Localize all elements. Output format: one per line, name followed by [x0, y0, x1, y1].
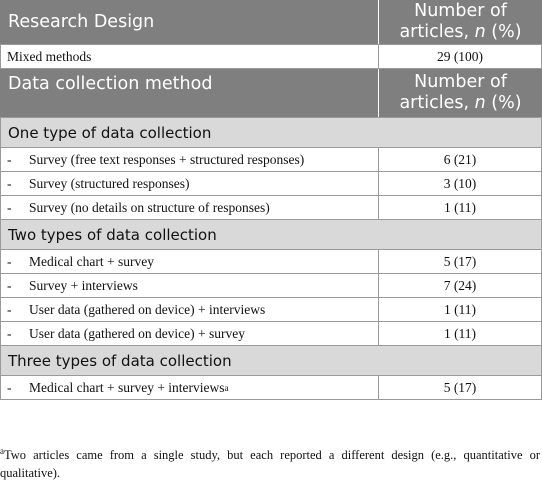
section-header: Two types of data collection	[0, 220, 542, 250]
footnote-text: Two articles came from a single study, b…	[0, 448, 540, 480]
footnote-marker: a	[0, 445, 4, 456]
row-value: 5 (17)	[379, 376, 542, 399]
header-count-1: Number of articles, n (%)	[379, 0, 542, 44]
row-dash: -	[7, 301, 12, 317]
row-dash: -	[7, 199, 12, 215]
row-dash: -	[7, 151, 12, 167]
section-header: One type of data collection	[0, 118, 542, 148]
row-value: 7 (24)	[379, 274, 542, 297]
header-research-design: Research Design	[0, 0, 379, 44]
section-title: Two types of data collection	[8, 225, 217, 244]
header-count-line1: Number of	[414, 1, 507, 21]
header-count-pct: (%)	[491, 93, 522, 113]
row-label-cell: - User data (gathered on device) + survey	[0, 322, 379, 345]
row-dash: -	[7, 325, 12, 341]
design-row: Mixed methods 29 (100)	[0, 45, 542, 69]
header-row-method: Data collection method Number of article…	[0, 69, 542, 118]
row-label: Survey + interviews	[29, 277, 138, 293]
header-count-line2: articles, n (%)	[379, 22, 542, 43]
row-label: User data (gathered on device) + survey	[29, 325, 246, 341]
table-row: - Survey (free text responses + structure…	[0, 148, 542, 172]
table-row: - Survey (no details on structure of resp…	[0, 196, 542, 220]
row-label: User data (gathered on device) + intervi…	[29, 301, 266, 317]
header-count-n: n	[474, 22, 486, 42]
header-collection-method: Data collection method	[0, 69, 379, 117]
row-label-cell: - Medical chart + survey + interviews a	[0, 376, 379, 399]
header-row-design: Research Design Number of articles, n (%…	[0, 0, 542, 45]
row-value: 5 (17)	[379, 250, 542, 273]
row-label: Survey (no details on structure of respo…	[29, 199, 270, 215]
section-header: Three types of data collection	[0, 346, 542, 376]
header-count-pct: (%)	[491, 22, 522, 42]
design-value: 29 (100)	[379, 45, 542, 68]
row-value: 1 (11)	[379, 196, 542, 219]
row-label-cell: - Survey (free text responses + structure…	[0, 148, 379, 171]
row-dash: -	[7, 253, 12, 269]
section-title: Three types of data collection	[8, 351, 232, 370]
row-value: 6 (21)	[379, 148, 542, 171]
table-row: - Survey (structured responses) 3 (10)	[0, 172, 542, 196]
row-label-cell: - Survey (structured responses)	[0, 172, 379, 195]
header-count-articles: articles,	[399, 22, 470, 42]
table-row: - Medical chart + survey 5 (17)	[0, 250, 542, 274]
row-label: Survey (free text responses + structured…	[29, 151, 305, 167]
table-row: - User data (gathered on device) + interv…	[0, 298, 542, 322]
header-count-line2: articles, n (%)	[379, 93, 542, 114]
table-row: - Survey + interviews 7 (24)	[0, 274, 542, 298]
design-label: Mixed methods	[0, 45, 379, 68]
row-dash: -	[7, 175, 12, 191]
row-label-cell: - Survey + interviews	[0, 274, 379, 297]
header-count-2: Number of articles, n (%)	[379, 69, 542, 117]
data-table: Research Design Number of articles, n (%…	[0, 0, 542, 400]
table-footnote: aTwo articles came from a single study, …	[0, 446, 540, 482]
row-label-cell: - Survey (no details on structure of resp…	[0, 196, 379, 219]
row-label: Survey (structured responses)	[29, 175, 190, 191]
header-count-line1: Number of	[414, 72, 507, 92]
row-value: 1 (11)	[379, 298, 542, 321]
row-label-cell: - Medical chart + survey	[0, 250, 379, 273]
header-count-articles: articles,	[399, 93, 470, 113]
table-row: - User data (gathered on device) + survey…	[0, 322, 542, 346]
row-dash: -	[7, 379, 12, 395]
row-label: Medical chart + survey + interviews	[29, 379, 225, 395]
header-count-n: n	[474, 93, 486, 113]
row-value: 3 (10)	[379, 172, 542, 195]
row-label-cell: - User data (gathered on device) + interv…	[0, 298, 379, 321]
row-value: 1 (11)	[379, 322, 542, 345]
row-label: Medical chart + survey	[29, 253, 154, 269]
section-title: One type of data collection	[8, 123, 212, 142]
row-dash: -	[7, 277, 12, 293]
table-row: - Medical chart + survey + interviews a 5 …	[0, 376, 542, 400]
